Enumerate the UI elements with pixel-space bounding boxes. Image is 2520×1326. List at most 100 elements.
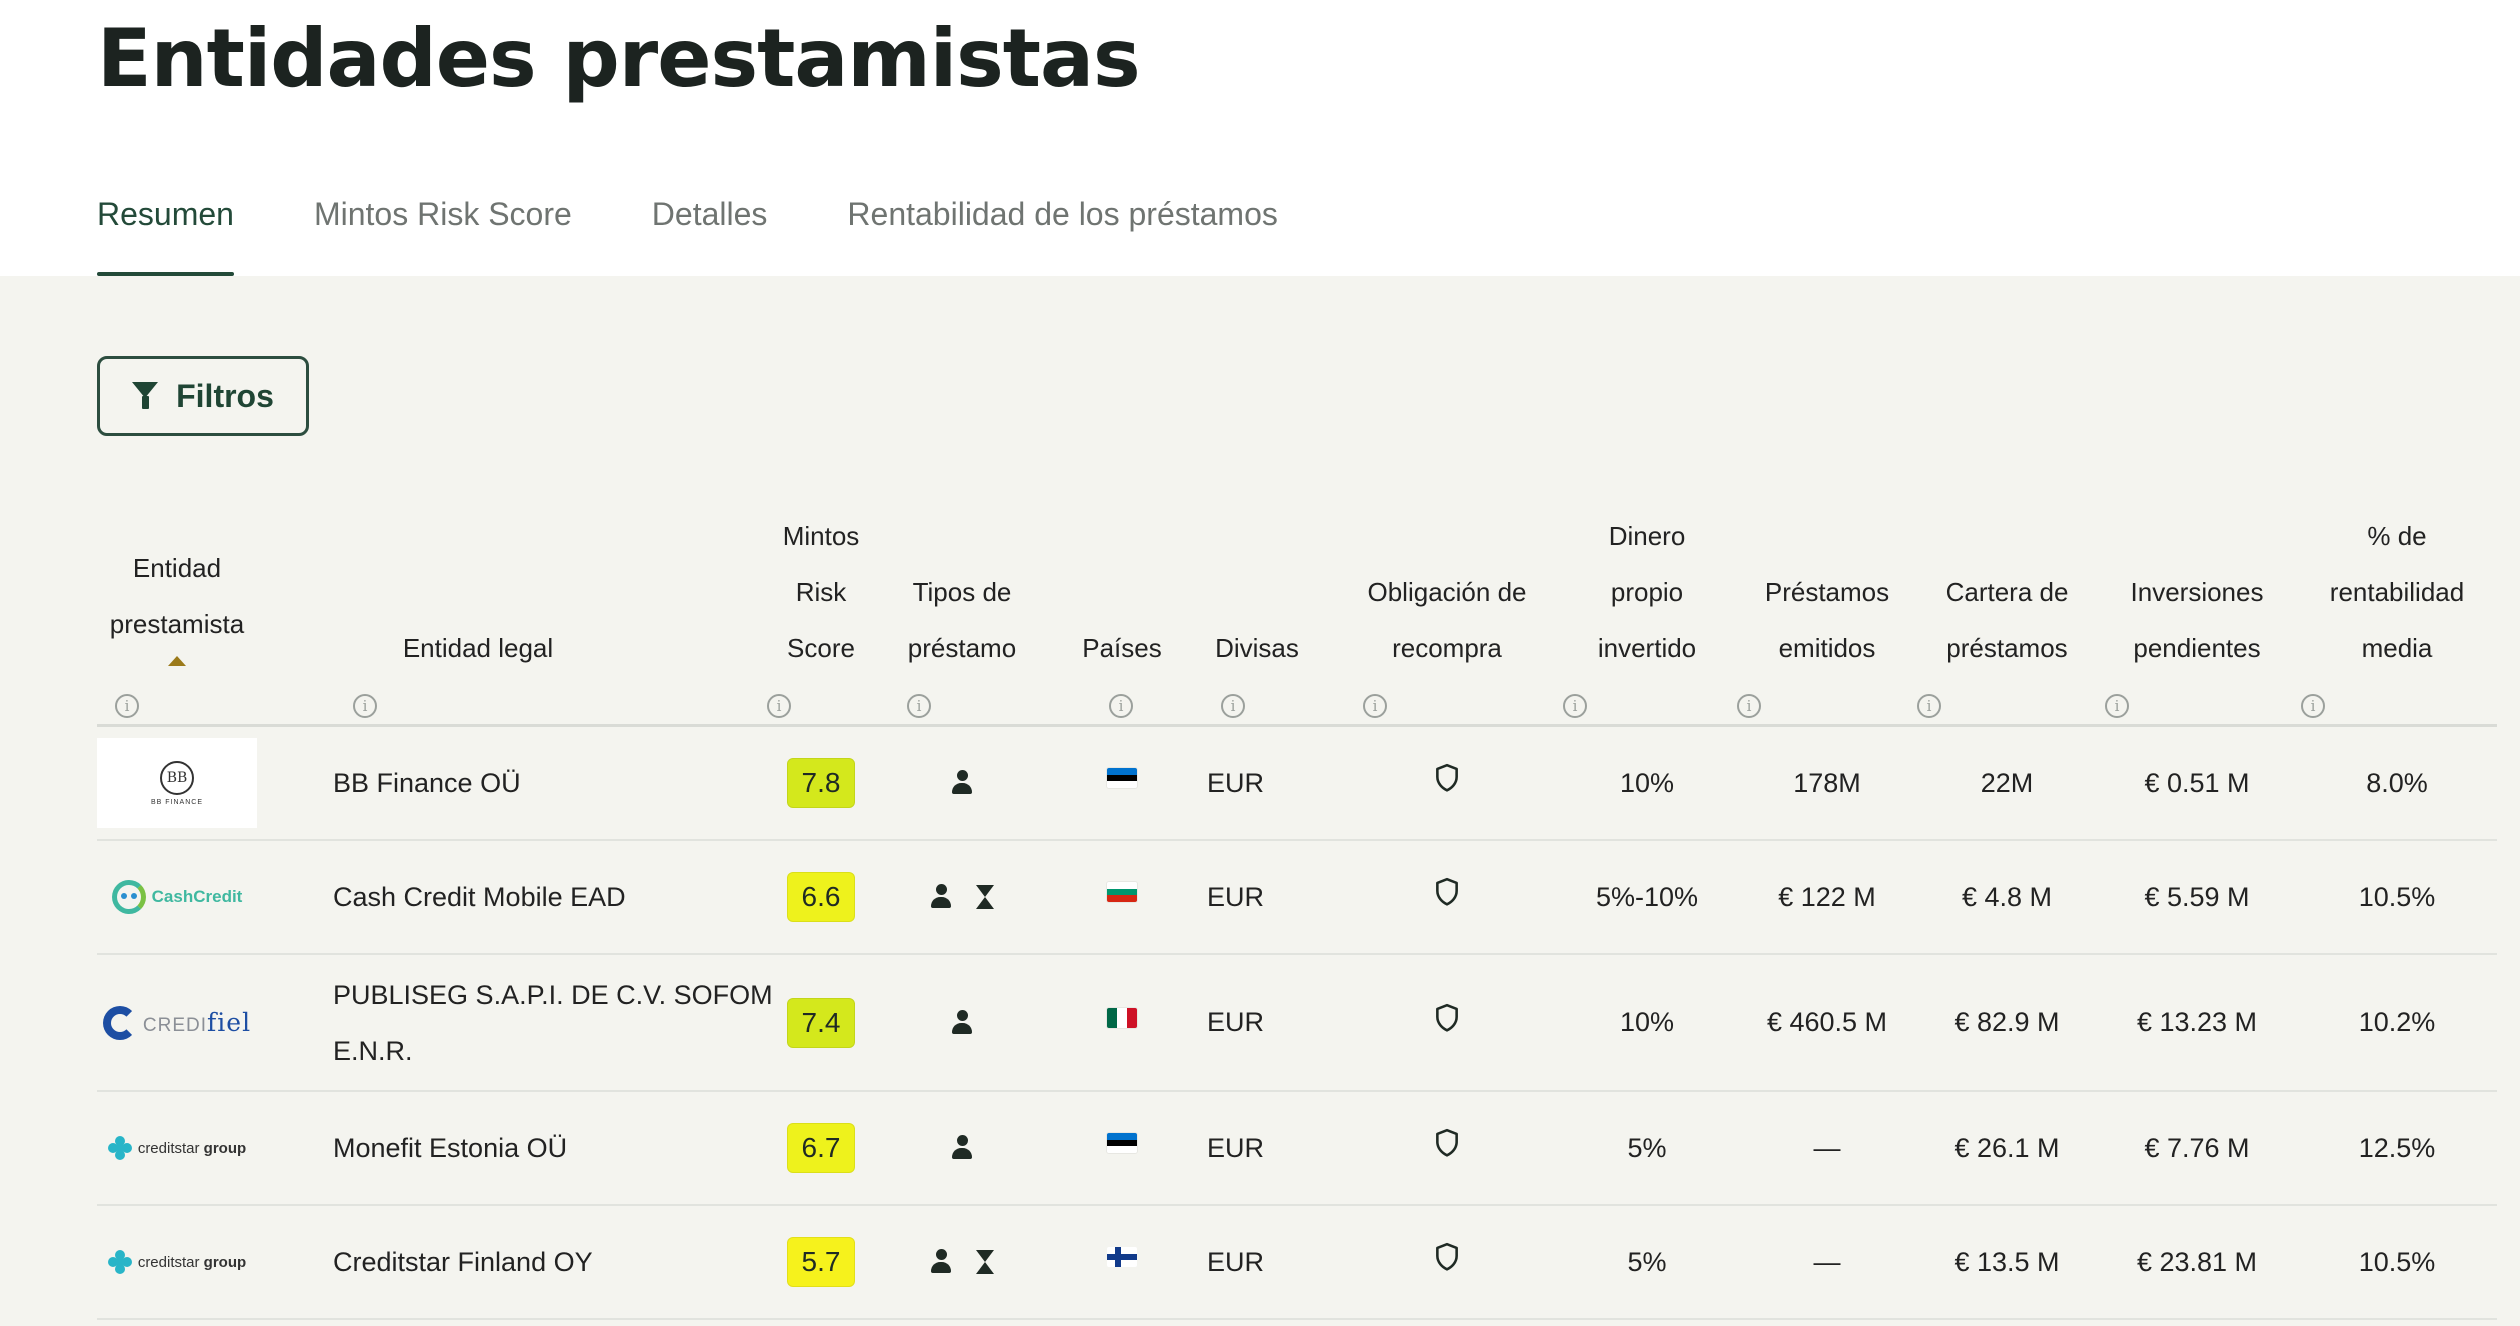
cell-skin: 5%	[1557, 1206, 1737, 1318]
return-value: 10.5%	[2358, 1246, 2436, 1277]
tab-rentabilidad-de-los-pr-stamos[interactable]: Rentabilidad de los préstamos	[847, 196, 1278, 232]
shield-icon[interactable]	[1434, 1128, 1460, 1158]
column-header-return[interactable]: % de rentabilidad media	[2297, 508, 2497, 676]
column-header-legal[interactable]: Entidad legal	[333, 620, 623, 676]
column-header-types[interactable]: Tipos de préstamo	[877, 564, 1047, 676]
column-header-skin[interactable]: Dinero propio invertido	[1557, 508, 1737, 676]
column-header-label: rentabilidad	[2329, 577, 2465, 607]
cell-score: 6.6	[761, 841, 881, 953]
skin-value: 5%	[1627, 1246, 1667, 1277]
sort-ascending-icon[interactable]	[168, 656, 186, 666]
issued-value: € 122 M	[1778, 881, 1876, 912]
shield-icon[interactable]	[1434, 763, 1460, 793]
shield-icon[interactable]	[1434, 1003, 1460, 1033]
lender-logo[interactable]: BB BB FINANCE	[97, 738, 257, 828]
column-header-countries[interactable]: Países	[1077, 620, 1167, 676]
info-icon[interactable]: i	[1363, 694, 1387, 718]
creditstar-logo: creditstar group	[107, 1136, 246, 1160]
legal-entity-name[interactable]: BB Finance OÜ	[333, 755, 521, 811]
creditstar-logo-mark	[107, 1250, 132, 1274]
column-header-issued[interactable]: Préstamos emitidos	[1737, 564, 1917, 676]
tab-resumen[interactable]: Resumen	[97, 196, 234, 276]
column-header-portfolio[interactable]: Cartera de préstamos	[1917, 564, 2097, 676]
info-icon[interactable]: i	[1109, 694, 1133, 718]
cell-score: 7.8	[761, 727, 881, 839]
column-header-currencies[interactable]: Divisas	[1207, 620, 1307, 676]
table-row[interactable]: CREDIfiel PUBLISEG S.A.P.I. DE C.V. SOFOM…	[97, 955, 2497, 1092]
column-header-score[interactable]: Mintos Risk Score	[761, 508, 881, 676]
bb-finance-logo-mark: BB	[160, 760, 194, 795]
skin-value: 10%	[1619, 767, 1675, 798]
cell-buyback	[1337, 727, 1557, 839]
tab-mintos-risk-score[interactable]: Mintos Risk Score	[313, 196, 572, 232]
skin-value: 5%-10%	[1595, 881, 1699, 912]
column-header-label: Divisas	[1215, 633, 1299, 663]
cell-types	[877, 841, 1047, 953]
lender-logo[interactable]: creditstar group	[97, 1103, 257, 1193]
info-icon[interactable]: i	[1737, 694, 1761, 718]
cell-portfolio: € 13.5 M	[1917, 1206, 2097, 1318]
legal-entity-line: Cash Credit Mobile EAD	[333, 882, 626, 912]
funnel-icon	[132, 382, 159, 410]
legal-entity-name[interactable]: Creditstar Finland OY	[333, 1234, 593, 1290]
info-icon[interactable]: i	[115, 694, 139, 718]
cell-portfolio: 22M	[1917, 727, 2097, 839]
lender-logo[interactable]: CashCredit	[97, 852, 257, 942]
column-header-label: prestamista	[109, 609, 245, 639]
cell-types	[877, 1206, 1047, 1318]
legal-entity-name[interactable]: Cash Credit Mobile EAD	[333, 869, 626, 925]
info-icon[interactable]: i	[1917, 694, 1941, 718]
issued-value: € 460.5 M	[1766, 1007, 1888, 1037]
cell-lender: CREDIfiel	[97, 955, 257, 1090]
info-icon[interactable]: i	[907, 694, 931, 718]
filters-button[interactable]: Filtros	[97, 356, 309, 436]
pending-value: € 13.23 M	[2136, 1007, 2258, 1037]
info-icon[interactable]: i	[1221, 694, 1245, 718]
cell-currencies: EUR	[1207, 841, 1307, 953]
cell-currencies: EUR	[1207, 1206, 1307, 1318]
cell-currencies: EUR	[1207, 1092, 1307, 1204]
legal-entity-name[interactable]: Monefit Estonia OÜ	[333, 1120, 567, 1176]
table-body: BB BB FINANCE BB Finance OÜ 7.8 EUR 10% 178M 22…	[97, 727, 2497, 1320]
cell-skin: 5%	[1557, 1092, 1737, 1204]
portfolio-value: 22M	[1980, 767, 2034, 798]
legal-entity-name[interactable]: PUBLISEG S.A.P.I. DE C.V. SOFOM E.N.R.	[333, 967, 773, 1079]
currency-value: EUR	[1207, 881, 1265, 912]
info-icon[interactable]: i	[2301, 694, 2325, 718]
column-header-label: préstamos	[1946, 633, 2068, 663]
shield-icon[interactable]	[1434, 877, 1460, 907]
lender-logo[interactable]: CREDIfiel	[97, 978, 257, 1068]
column-header-buyback[interactable]: Obligación de recompra	[1337, 564, 1557, 676]
credifiel-logo-text-a: CREDI	[142, 1015, 208, 1036]
cell-legal: Monefit Estonia OÜ	[333, 1092, 793, 1204]
lender-logo[interactable]: creditstar group	[97, 1217, 257, 1307]
cell-portfolio: € 4.8 M	[1917, 841, 2097, 953]
cell-issued: € 460.5 M	[1737, 955, 1917, 1090]
cell-lender: creditstar group	[97, 1206, 257, 1318]
info-icon[interactable]: i	[1563, 694, 1587, 718]
info-icon[interactable]: i	[767, 694, 791, 718]
table-row[interactable]: CashCredit Cash Credit Mobile EAD 6.6 EUR 5%…	[97, 841, 2497, 955]
cell-types	[877, 955, 1047, 1090]
table-row[interactable]: creditstar group Creditstar Finland OY 5.7…	[97, 1206, 2497, 1320]
lenders-table: Entidad prestamista i Entidad legal i Mintos R…	[97, 510, 2497, 1320]
cell-buyback	[1337, 1206, 1557, 1318]
cell-buyback	[1337, 955, 1557, 1090]
tab-detalles[interactable]: Detalles	[651, 196, 768, 232]
creditstar-logo-text-b: group	[203, 1253, 247, 1271]
portfolio-value: € 4.8 M	[1961, 881, 2053, 912]
info-icon[interactable]: i	[2105, 694, 2129, 718]
shield-icon[interactable]	[1434, 1242, 1460, 1272]
creditstar-logo-text-a: creditstar	[137, 1139, 200, 1157]
issued-value: —	[1813, 1132, 1841, 1163]
column-header-pending[interactable]: Inversiones pendientes	[2097, 564, 2297, 676]
cell-countries	[1077, 955, 1167, 1090]
credifiel-logo-text: CREDIfiel	[143, 1008, 251, 1037]
column-header-label: Score	[787, 633, 855, 663]
table-row[interactable]: creditstar group Monefit Estonia OÜ 6.7 EUR…	[97, 1092, 2497, 1206]
column-header-lender[interactable]: Entidad prestamista	[97, 540, 257, 666]
cell-buyback	[1337, 1092, 1557, 1204]
info-icon[interactable]: i	[353, 694, 377, 718]
table-row[interactable]: BB BB FINANCE BB Finance OÜ 7.8 EUR 10% 178M 22…	[97, 727, 2497, 841]
cell-issued: —	[1737, 1206, 1917, 1318]
